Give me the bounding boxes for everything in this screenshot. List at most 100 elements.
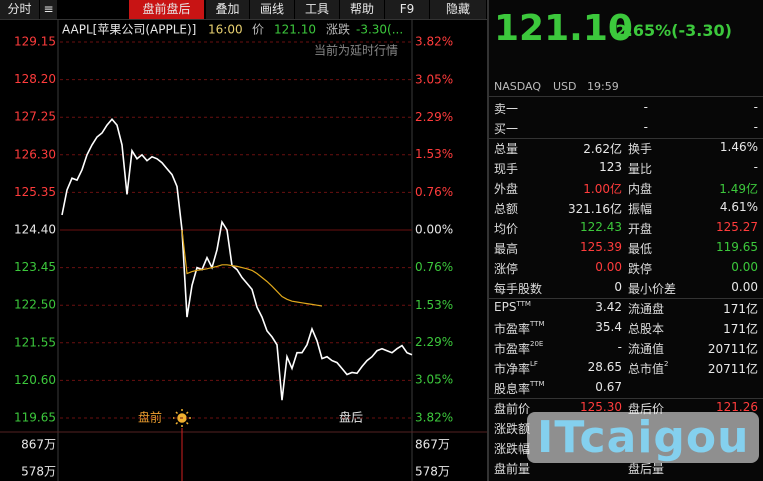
toolbar-tab[interactable]: 叠加	[206, 0, 250, 19]
y2-tick-label: 2.29%	[415, 335, 453, 349]
row-value: 28.65	[587, 360, 622, 374]
row-value: 321.16亿	[568, 202, 622, 216]
y-tick-label: 125.35	[14, 185, 56, 199]
label-sup: 20E	[530, 340, 544, 348]
volume-tick-label: 867万	[415, 438, 450, 452]
row-label: 市盈率TTM	[494, 320, 544, 337]
row-value: 121.26	[716, 400, 758, 414]
row-label: 盘前量	[494, 462, 531, 476]
row-label: 股息率TTM	[494, 380, 544, 397]
quote-panel: 121.10 -2.65%(-3.30) NASDAQ USD 19:59 卖一 - - 买一 -…	[487, 0, 763, 481]
toolbar-tab[interactable]: 画线	[250, 0, 295, 19]
row-value: 20711亿	[707, 342, 758, 356]
session-label: 盘后	[339, 410, 363, 425]
row-value: 3.42	[595, 300, 622, 314]
row-value: 20711亿	[707, 362, 758, 376]
row-value: 4.61%	[719, 200, 758, 214]
last-price: 121.10	[494, 8, 633, 49]
row-value: -	[753, 100, 758, 114]
row-value: -	[643, 120, 648, 134]
toolbar-tab[interactable]: F9	[385, 0, 430, 19]
row-label: 量比	[628, 162, 653, 176]
separator	[489, 96, 763, 97]
row-label: 外盘	[494, 182, 519, 196]
label-text: 市净率	[494, 362, 531, 376]
y2-tick-label: 0.76%	[415, 185, 453, 199]
toolbar-tab[interactable]: 盘前盘后	[129, 0, 205, 19]
price-line	[181, 229, 323, 307]
row-label: 振幅	[628, 202, 653, 216]
price-label: 价	[252, 23, 264, 37]
toolbar-tab[interactable]: 工具	[295, 0, 340, 19]
y2-tick-label: 0.00%	[415, 223, 453, 237]
row-value: 2.62亿	[583, 142, 622, 156]
label-text: 市盈率	[494, 322, 531, 336]
price: 121.10	[274, 23, 316, 37]
row-value: 171亿	[723, 302, 758, 316]
y2-tick-label: 2.29%	[415, 110, 453, 124]
row-value: 1.46%	[719, 140, 758, 154]
row-value: 0.00	[595, 260, 622, 274]
row-value: 0.67	[595, 380, 622, 394]
row-value: 1.49亿	[719, 182, 758, 196]
symbol: AAPL[苹果公司(APPLE)]	[62, 23, 196, 37]
row-label: 卖一	[494, 102, 519, 116]
y2-tick-label: 1.53%	[415, 147, 453, 161]
toolbar-tab[interactable]: 分时	[0, 0, 40, 19]
row-label: 市盈率20E	[494, 340, 543, 357]
delay-notice: 当前为延时行情	[314, 43, 398, 58]
separator	[489, 398, 763, 399]
volume-tick-label: 578万	[415, 465, 450, 479]
y-tick-label: 119.65	[14, 411, 56, 425]
row-value: 119.65	[716, 240, 758, 254]
exchange: NASDAQ	[494, 80, 542, 93]
row-label: 总量	[494, 142, 519, 156]
row-label: 最小价差	[628, 282, 677, 296]
row-value: 35.4	[595, 320, 622, 334]
row-label: 换手	[628, 142, 653, 156]
label-text: 股息率	[494, 382, 531, 396]
toolbar-tab[interactable]: 帮助	[340, 0, 385, 19]
label-sup: 2	[664, 360, 669, 368]
y2-tick-label: 3.05%	[415, 373, 453, 387]
row-value: -	[753, 160, 758, 174]
row-value: -	[753, 120, 758, 134]
y-tick-label: 121.55	[14, 335, 56, 349]
row-value: -	[643, 100, 648, 114]
row-value: -	[617, 340, 622, 354]
row-label: 均价	[494, 222, 519, 236]
separator	[489, 138, 763, 139]
label-sup: TTM	[516, 300, 531, 308]
y2-tick-label: 1.53%	[415, 298, 453, 312]
row-label: 最低	[628, 242, 653, 256]
row-label: 开盘	[628, 222, 653, 236]
row-label: 总额	[494, 202, 519, 216]
label-sup: LF	[530, 360, 538, 368]
label-sup: TTM	[530, 380, 545, 388]
y-tick-label: 129.15	[14, 35, 56, 49]
row-value: 1.00亿	[583, 182, 622, 196]
y2-tick-label: 3.82%	[415, 411, 453, 425]
row-label: 涨跌幅	[494, 442, 531, 456]
price-change: -2.65%(-3.30)	[609, 21, 732, 40]
y-tick-label: 123.45	[14, 260, 56, 274]
row-value: 122.43	[580, 220, 622, 234]
quote-time: 19:59	[587, 80, 619, 93]
row-label: 每手股数	[494, 282, 543, 296]
label-text: EPS	[494, 300, 517, 314]
intraday-chart: 盘前 盘后 AAPL[苹果公司(APPLE)] 16:00 价 121.10 涨…	[0, 19, 487, 481]
dropdown-toggle[interactable]: ≡	[40, 0, 58, 19]
row-label: 总市值2	[628, 360, 668, 377]
separator	[489, 298, 763, 299]
toolbar-tab[interactable]: 隐藏	[430, 0, 487, 19]
row-label: EPSTTM	[494, 300, 531, 314]
y-tick-label: 122.50	[14, 298, 56, 312]
row-value: 125.30	[580, 400, 622, 414]
toolbar: 分时 盘前盘后 叠加 画线 工具 帮助 F9 隐藏 ≡	[0, 0, 487, 20]
row-value: 125.27	[716, 220, 758, 234]
row-value: 0	[614, 280, 622, 294]
watermark: ITcaigou	[527, 412, 760, 463]
label-text: 市盈率	[494, 342, 531, 356]
currency: USD	[553, 80, 577, 93]
